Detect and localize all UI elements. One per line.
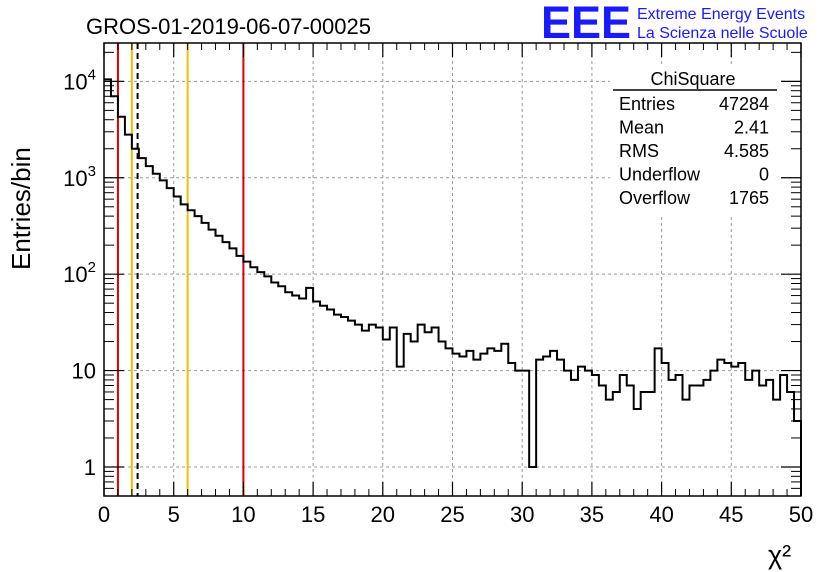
- grid-lines: [104, 43, 801, 496]
- x-tick-label: 45: [719, 502, 743, 527]
- x-axis-label: χ²: [768, 540, 791, 570]
- x-axis-ticks: 0 5 10 15 20 25 30 35 40 45 50: [98, 43, 813, 527]
- x-tick-label: 10: [231, 502, 255, 527]
- stats-value: 47284: [719, 94, 769, 114]
- y-tick-label: 10: [72, 359, 96, 384]
- stats-box-title: ChiSquare: [650, 69, 735, 89]
- eee-logo-line2: La Scienza nelle Scuole: [637, 25, 808, 42]
- y-tick-label: 104: [63, 66, 96, 94]
- x-tick-label: 0: [98, 502, 110, 527]
- stats-label: Entries: [619, 94, 675, 114]
- stats-value: 2.41: [734, 118, 769, 138]
- x-tick-label: 30: [510, 502, 534, 527]
- y-tick-exponent: 2: [88, 259, 96, 276]
- y-tick-label: 102: [63, 259, 96, 287]
- stats-label: Underflow: [619, 165, 701, 185]
- y-tick-base: 10: [72, 359, 96, 384]
- x-tick-label: 40: [649, 502, 673, 527]
- x-tick-label: 25: [440, 502, 464, 527]
- y-tick-label: 103: [63, 163, 96, 191]
- stats-label: Overflow: [619, 188, 691, 208]
- x-tick-label: 5: [168, 502, 180, 527]
- stats-label: RMS: [619, 141, 659, 161]
- stats-value: 4.585: [724, 141, 769, 161]
- eee-logo-line1: Extreme Energy Events: [637, 6, 805, 23]
- stats-label: Mean: [619, 118, 664, 138]
- marker-lines: [116, 43, 245, 496]
- y-tick-label: 1: [84, 455, 96, 480]
- stats-box: ChiSquare Entries 47284 Mean 2.41 RMS 4.585 Un…: [610, 66, 780, 216]
- x-tick-label: 15: [301, 502, 325, 527]
- x-tick-label: 20: [371, 502, 395, 527]
- eee-logo: EEE Extreme Energy Events La Scienza nel…: [541, 0, 808, 48]
- stats-rows: Entries 47284 Mean 2.41 RMS 4.585 Underflow 0 Ov…: [619, 94, 769, 208]
- histogram-series: [104, 78, 802, 496]
- stats-value: 0: [759, 165, 769, 185]
- y-tick-exponent: 3: [88, 163, 96, 180]
- y-tick-exponent: 4: [88, 66, 96, 83]
- y-tick-base: 10: [63, 69, 87, 94]
- stats-value: 1765: [729, 188, 769, 208]
- eee-logo-letters: EEE: [541, 0, 631, 48]
- chart-title: GROS-01-2019-06-07-00025: [86, 14, 371, 39]
- y-tick-base: 10: [63, 166, 87, 191]
- y-axis-label: Entries/bin: [6, 147, 36, 270]
- stats-box-background: [610, 66, 780, 216]
- y-tick-base: 10: [63, 262, 87, 287]
- x-tick-label: 35: [580, 502, 604, 527]
- x-tick-label: 50: [789, 502, 813, 527]
- y-tick-base: 1: [84, 455, 96, 480]
